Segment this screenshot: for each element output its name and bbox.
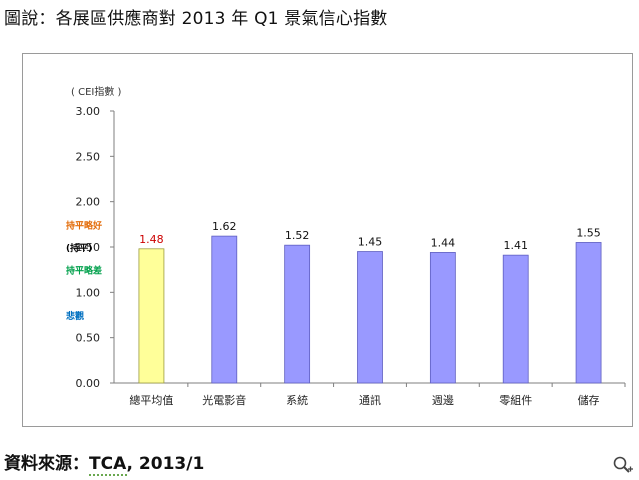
x-tick-label: 週邊: [432, 393, 454, 407]
bar-6: [502, 254, 529, 384]
y-tick-label: 2.00: [76, 196, 101, 209]
chart-frame: ( CEI指數 ) 0.00 0.50 1.00 1.50 2.00 2.50 3.00 持平略…: [22, 53, 633, 427]
side-label: 悲觀: [66, 310, 84, 322]
side-label: (持平): [66, 242, 92, 254]
x-tick-label: 零組件: [499, 394, 532, 407]
bar-1: [138, 248, 165, 384]
bar-4: [357, 251, 383, 384]
bar-3: [284, 244, 311, 384]
x-tick-label: 通訊: [359, 393, 381, 407]
bar-chart: ( CEI指數 ) 0.00 0.50 1.00 1.50 2.00 2.50 3.00 持平略…: [66, 85, 626, 407]
y-tick-label: 1.00: [76, 286, 101, 299]
bar-7: [575, 242, 602, 384]
source-date: , 2013/1: [126, 454, 205, 474]
y-tick-label: 3.00: [76, 105, 101, 118]
zoom-in-icon[interactable]: [612, 455, 634, 475]
y-tick-label: 0.50: [76, 332, 101, 345]
side-label: 持平略好: [66, 219, 102, 231]
value-label: 1.41: [503, 239, 528, 252]
y-tick-label: 2.50: [76, 150, 101, 163]
bar-5: [429, 252, 456, 384]
value-label: 1.48: [139, 233, 164, 246]
x-tick-label: 儲存: [578, 393, 600, 407]
source-prefix: 資料來源：: [4, 454, 89, 474]
x-tick-label: 總平均值: [129, 393, 173, 407]
side-label: 持平略差: [66, 265, 102, 277]
value-label: 1.44: [431, 236, 456, 249]
source-org: TCA: [89, 454, 127, 476]
value-label: 1.62: [212, 220, 237, 233]
source-note: 資料來源：TCA, 2013/1: [4, 449, 205, 476]
y-axis-label: ( CEI指數 ): [71, 85, 122, 98]
page-title: 圖說：各展區供應商對 2013 年 Q1 景氣信心指數: [4, 9, 388, 29]
value-label: 1.52: [285, 229, 310, 242]
y-tick-label: 1.50: [76, 241, 101, 254]
x-tick-label: 系統: [286, 393, 308, 407]
bar-2: [211, 235, 238, 384]
value-label: 1.55: [576, 226, 601, 239]
y-tick-label: 0.00: [76, 377, 101, 390]
x-tick-label: 光電影音: [202, 393, 246, 407]
value-label: 1.45: [358, 236, 383, 249]
